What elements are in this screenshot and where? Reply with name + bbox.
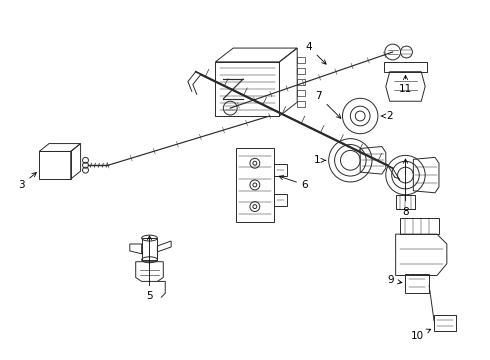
Bar [395, 195, 416, 208]
Text: 6: 6 [279, 176, 308, 190]
Text: 10: 10 [411, 329, 431, 341]
Bar [297, 90, 305, 96]
Bar [236, 148, 273, 222]
Text: 11: 11 [399, 75, 412, 94]
Bar [297, 68, 305, 74]
Bar [384, 62, 427, 72]
Bar [273, 164, 287, 176]
Bar [297, 79, 305, 85]
Text: 9: 9 [388, 275, 402, 285]
Text: 8: 8 [402, 159, 409, 216]
Text: 7: 7 [316, 91, 341, 118]
Bar [399, 219, 439, 234]
Bar [273, 194, 287, 206]
Text: 5: 5 [146, 236, 153, 301]
Text: 1: 1 [314, 155, 326, 165]
Bar [297, 101, 305, 107]
Bar [406, 274, 429, 293]
Bar [216, 62, 279, 116]
Text: 4: 4 [306, 42, 326, 64]
Text: 2: 2 [381, 111, 393, 121]
Bar [297, 57, 305, 63]
Text: 3: 3 [18, 172, 36, 190]
Bar [434, 315, 456, 330]
Bar [142, 238, 157, 260]
